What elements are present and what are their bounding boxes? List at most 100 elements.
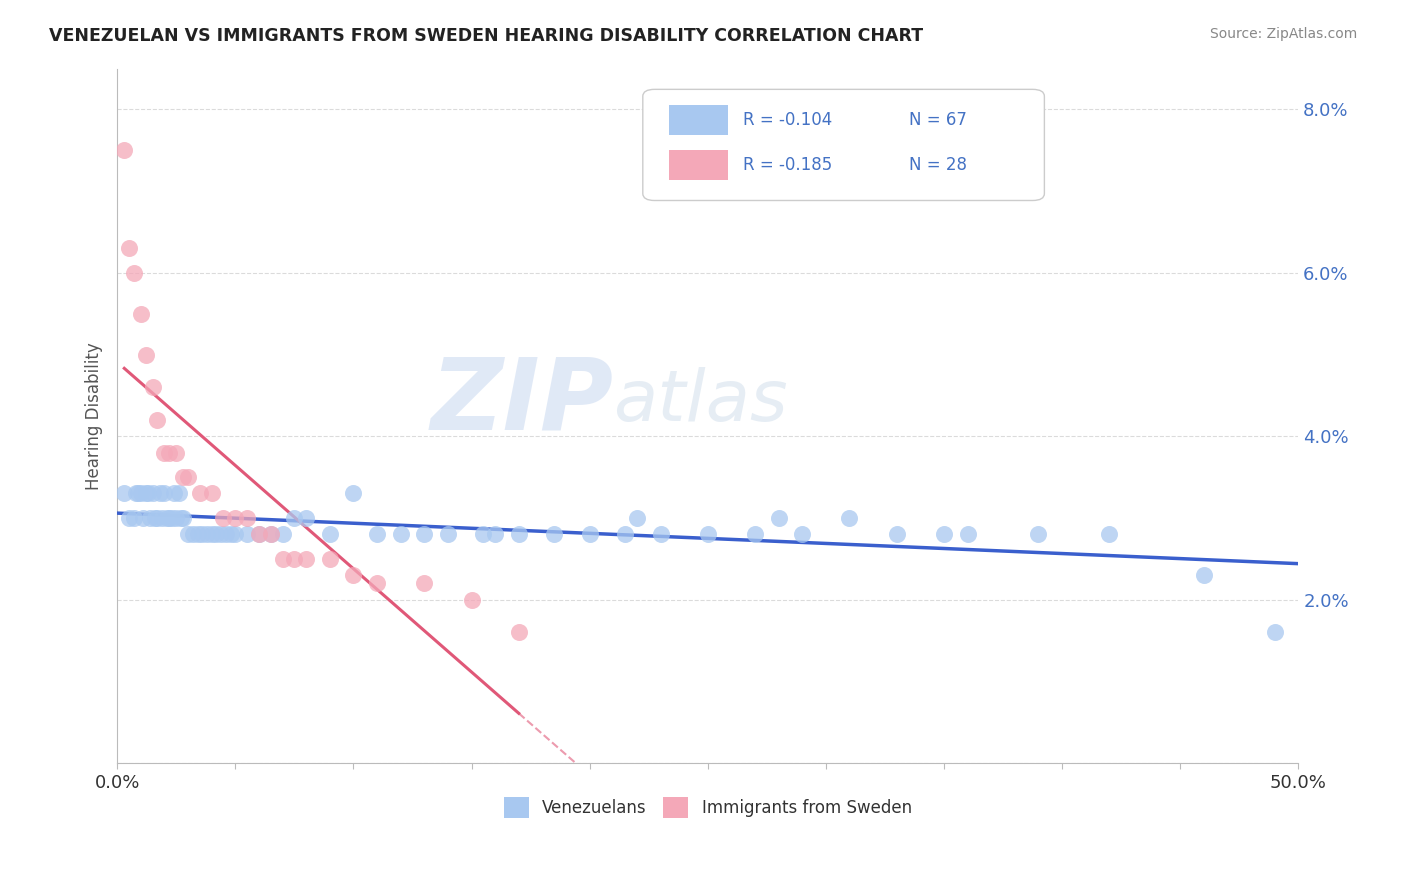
- Point: [150, 511, 173, 525]
- Point: [132, 511, 155, 525]
- Point: [1264, 625, 1286, 640]
- Point: [366, 576, 388, 591]
- Point: [118, 241, 141, 255]
- Point: [932, 527, 955, 541]
- Point: [886, 527, 908, 541]
- Point: [157, 511, 180, 525]
- Point: [319, 551, 342, 566]
- Point: [614, 527, 637, 541]
- FancyBboxPatch shape: [643, 89, 1045, 201]
- Point: [508, 527, 530, 541]
- Point: [215, 527, 238, 541]
- Point: [271, 551, 294, 566]
- Point: [135, 347, 157, 361]
- Point: [191, 527, 214, 541]
- Point: [172, 511, 194, 525]
- Point: [342, 568, 364, 582]
- Y-axis label: Hearing Disability: Hearing Disability: [86, 342, 103, 490]
- Point: [146, 413, 169, 427]
- Point: [260, 527, 283, 541]
- Point: [122, 511, 145, 525]
- Point: [413, 576, 436, 591]
- Point: [247, 527, 270, 541]
- Point: [125, 486, 148, 500]
- Point: [295, 511, 318, 525]
- Point: [186, 527, 208, 541]
- Point: [135, 486, 157, 500]
- Point: [188, 486, 211, 500]
- Bar: [669, 151, 728, 179]
- Point: [149, 486, 172, 500]
- Point: [177, 527, 200, 541]
- Point: [219, 527, 242, 541]
- Point: [195, 527, 218, 541]
- Point: [366, 527, 388, 541]
- Point: [1098, 527, 1121, 541]
- Point: [143, 511, 166, 525]
- Point: [236, 527, 259, 541]
- Point: [146, 511, 169, 525]
- Point: [283, 511, 305, 525]
- Point: [389, 527, 412, 541]
- Point: [160, 511, 183, 525]
- Point: [157, 445, 180, 459]
- Point: [543, 527, 565, 541]
- Point: [153, 445, 176, 459]
- Text: N = 28: N = 28: [908, 156, 966, 174]
- Point: [142, 380, 165, 394]
- Point: [260, 527, 283, 541]
- Point: [437, 527, 460, 541]
- Point: [224, 511, 246, 525]
- Point: [165, 445, 187, 459]
- Point: [170, 511, 193, 525]
- Point: [181, 527, 204, 541]
- Point: [139, 511, 162, 525]
- Point: [295, 551, 318, 566]
- Point: [224, 527, 246, 541]
- Point: [153, 486, 176, 500]
- Text: N = 67: N = 67: [908, 111, 966, 129]
- Point: [472, 527, 495, 541]
- Point: [122, 266, 145, 280]
- Point: [744, 527, 766, 541]
- Point: [118, 511, 141, 525]
- Point: [696, 527, 718, 541]
- Point: [142, 486, 165, 500]
- Point: [768, 511, 790, 525]
- Text: R = -0.104: R = -0.104: [744, 111, 832, 129]
- Point: [167, 486, 190, 500]
- Point: [271, 527, 294, 541]
- Point: [112, 486, 135, 500]
- Point: [792, 527, 814, 541]
- Point: [283, 551, 305, 566]
- Point: [319, 527, 342, 541]
- Point: [127, 486, 149, 500]
- Bar: [669, 105, 728, 135]
- Point: [508, 625, 530, 640]
- Point: [1192, 568, 1215, 582]
- Point: [165, 511, 187, 525]
- Point: [201, 486, 224, 500]
- Point: [247, 527, 270, 541]
- Point: [342, 486, 364, 500]
- Point: [484, 527, 506, 541]
- Point: [956, 527, 979, 541]
- Point: [578, 527, 600, 541]
- Point: [626, 511, 648, 525]
- Point: [838, 511, 860, 525]
- Point: [136, 486, 159, 500]
- Point: [460, 592, 482, 607]
- Point: [177, 470, 200, 484]
- Point: [112, 143, 135, 157]
- Point: [201, 527, 224, 541]
- Point: [212, 511, 235, 525]
- Text: R = -0.185: R = -0.185: [744, 156, 832, 174]
- Point: [236, 511, 259, 525]
- Point: [172, 470, 194, 484]
- Point: [650, 527, 672, 541]
- Text: Source: ZipAtlas.com: Source: ZipAtlas.com: [1209, 27, 1357, 41]
- Point: [413, 527, 436, 541]
- Point: [205, 527, 228, 541]
- Text: atlas: atlas: [613, 368, 787, 436]
- Text: VENEZUELAN VS IMMIGRANTS FROM SWEDEN HEARING DISABILITY CORRELATION CHART: VENEZUELAN VS IMMIGRANTS FROM SWEDEN HEA…: [49, 27, 924, 45]
